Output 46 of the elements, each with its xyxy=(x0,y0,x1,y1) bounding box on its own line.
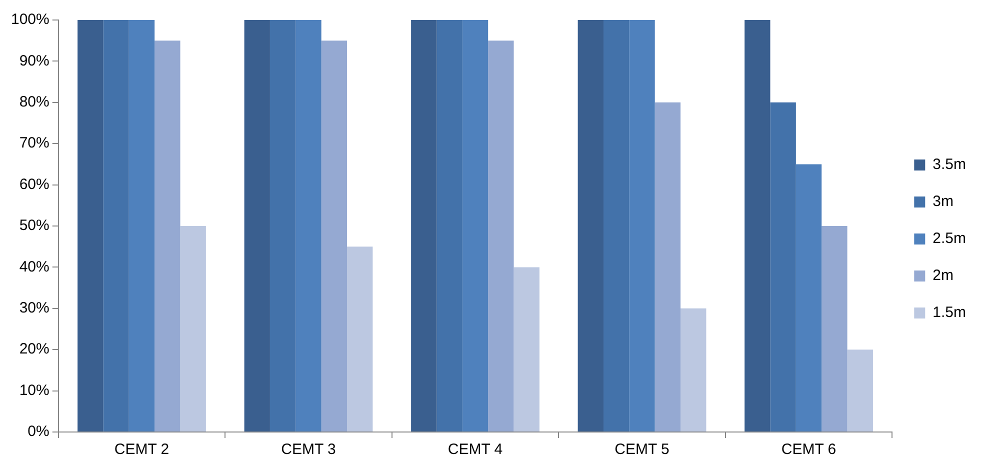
legend-label: 2.5m xyxy=(932,230,966,248)
legend-label: 3.5m xyxy=(932,156,966,174)
bar xyxy=(321,40,348,432)
x-tick-label: CEMT 6 xyxy=(781,441,836,458)
x-tick-label: CEMT 5 xyxy=(614,441,670,458)
bar xyxy=(128,20,155,432)
bar xyxy=(796,164,822,432)
bar xyxy=(578,20,604,432)
x-tick-label: CEMT 4 xyxy=(448,441,503,458)
bar xyxy=(296,20,322,432)
bar xyxy=(347,246,373,432)
bar xyxy=(603,20,630,432)
y-tick-label: 30% xyxy=(19,300,50,317)
bar xyxy=(244,20,270,432)
bar xyxy=(488,40,514,432)
y-tick-label: 50% xyxy=(19,217,50,234)
bar xyxy=(462,20,488,432)
bar xyxy=(180,226,206,432)
y-tick-label: 40% xyxy=(19,258,50,276)
y-tick-label: 70% xyxy=(19,134,50,152)
bar xyxy=(770,102,796,432)
legend-label: 2m xyxy=(932,267,954,284)
y-tick-label: 20% xyxy=(19,340,50,358)
y-tick-label: 0% xyxy=(28,423,50,440)
y-tick-label: 80% xyxy=(19,94,50,111)
bar xyxy=(514,267,540,432)
bar xyxy=(78,20,104,432)
bar xyxy=(654,102,681,432)
bar xyxy=(154,40,180,432)
bar xyxy=(103,20,129,432)
y-tick-label: 90% xyxy=(19,52,50,70)
bar xyxy=(436,20,462,432)
y-tick-label: 10% xyxy=(19,382,50,399)
x-tick-label: CEMT 2 xyxy=(114,441,170,458)
bar xyxy=(411,20,437,432)
bar xyxy=(847,350,873,432)
bar xyxy=(270,20,296,432)
legend-label: 1.5m xyxy=(932,304,966,322)
bar xyxy=(822,226,848,432)
y-tick-label: 100% xyxy=(10,11,50,28)
bar xyxy=(680,308,706,432)
legend-label: 3m xyxy=(932,193,954,210)
bar xyxy=(629,20,655,432)
y-tick-label: 60% xyxy=(19,176,50,193)
x-tick-label: CEMT 3 xyxy=(281,441,336,458)
bar xyxy=(744,20,770,432)
